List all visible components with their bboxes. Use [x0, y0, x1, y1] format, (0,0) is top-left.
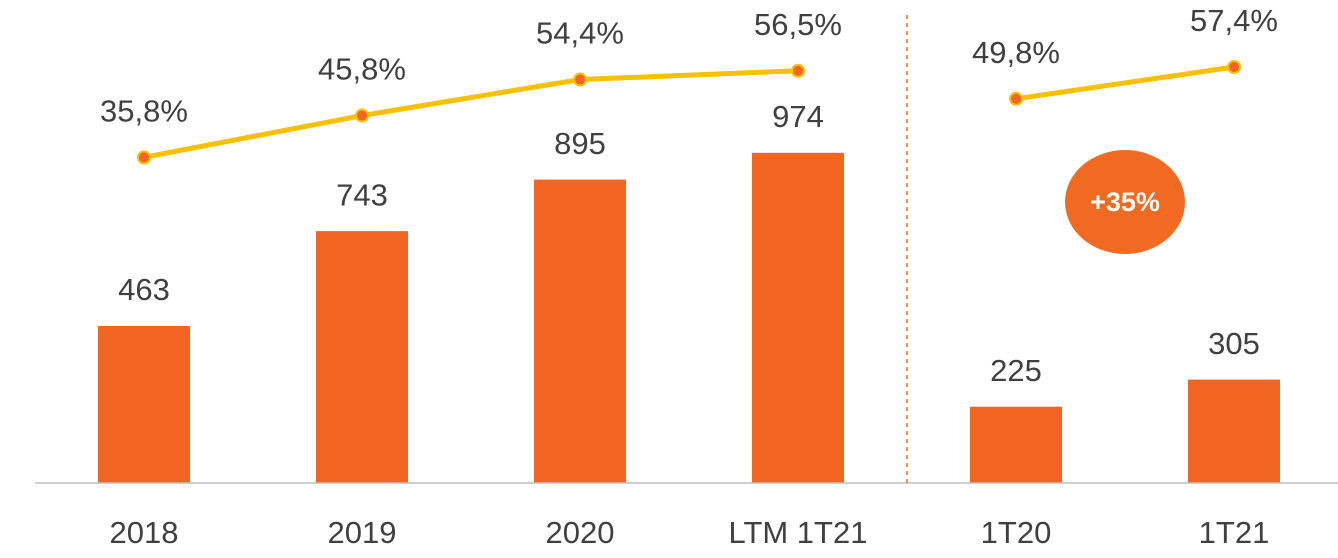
line-value-label: 35,8%: [100, 94, 188, 129]
line: [1015, 64, 1235, 102]
line-marker: [791, 63, 805, 78]
bar-value-label: 743: [336, 177, 388, 212]
x-tick-label: LTM 1T21: [729, 515, 868, 550]
line-value-label: 57,4%: [1190, 3, 1278, 38]
bar: [1188, 379, 1280, 483]
line-marker: [137, 150, 151, 165]
line-marker: [1227, 59, 1241, 74]
bar: [316, 231, 408, 483]
bar: [970, 406, 1062, 483]
bar-value-label: 895: [554, 126, 606, 161]
growth-badge-label: +35%: [1090, 187, 1160, 217]
x-tick-label: 2020: [546, 515, 615, 550]
growth-badge: [1065, 150, 1185, 254]
line-value-label: 49,8%: [972, 35, 1060, 70]
line-marker: [1009, 91, 1023, 106]
line-value-label: 54,4%: [536, 16, 624, 51]
x-tick-label: 1T21: [1199, 515, 1270, 550]
x-tick-label: 2018: [110, 515, 179, 550]
bar-value-label: 463: [118, 272, 170, 307]
line-value-label: 45,8%: [318, 52, 406, 87]
line-value-label: 56,5%: [754, 7, 842, 42]
x-tick-label: 2019: [328, 515, 397, 550]
bar-value-label: 225: [990, 353, 1042, 388]
bar: [752, 152, 844, 483]
x-tick-label: 1T20: [981, 515, 1052, 550]
bar: [98, 326, 190, 483]
line-marker: [573, 72, 587, 87]
line-marker: [355, 108, 369, 123]
line: [143, 68, 799, 160]
bar-value-label: 305: [1208, 326, 1260, 361]
bar: [534, 179, 626, 483]
bar-value-label: 974: [772, 99, 824, 134]
